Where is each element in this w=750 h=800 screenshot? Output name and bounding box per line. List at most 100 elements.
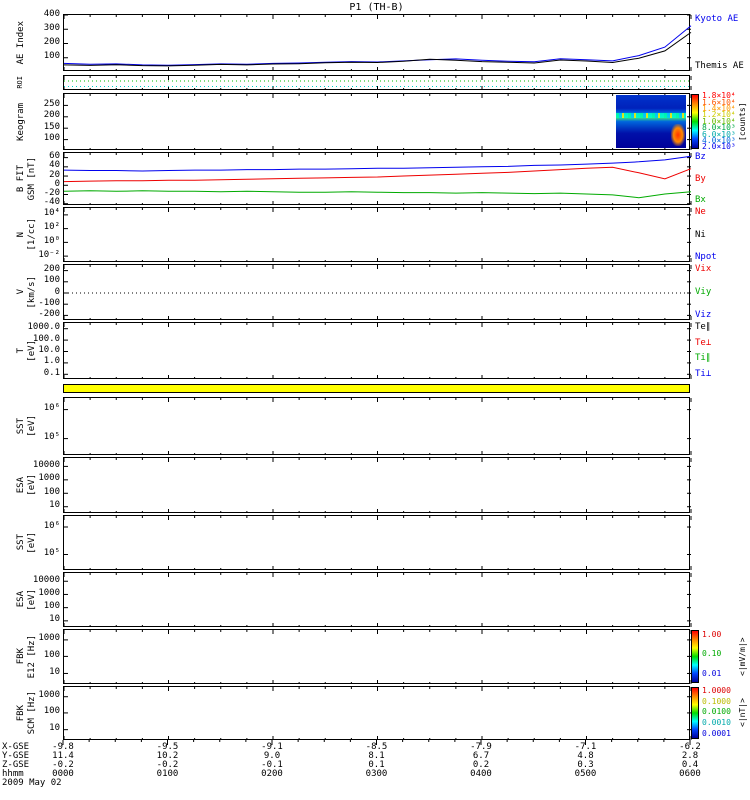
panel-row-bfit: 60 40 20 0 -20 -40 B FIT GSM [nT] Bz By Bx: [0, 151, 750, 208]
axis-title-line: AE Index: [16, 20, 26, 65]
axis-title-esa_ion: ESA [eV]: [16, 457, 37, 513]
plot-canvas-density: [63, 208, 692, 262]
panel-row-fbk_scm: 1000 100 10 FBK SCM [Hz] 1.0000 0.1000 0.0100 0.…: [0, 686, 750, 740]
axis-value: -0.2: [156, 760, 179, 770]
axis-title-keogram: Keogram: [16, 93, 26, 150]
panel-row-ae: 400 300 200 100 AE Index Kyoto AE Themis AE: [0, 9, 750, 71]
axis-value: 11.4: [52, 751, 74, 761]
axis-value: -7.9: [470, 742, 492, 752]
panel-row-fbk_e: 1000 100 10 FBK E12 [Hz] 1.00 0.10 0.01 <|mV/m|>: [0, 629, 750, 684]
axis-title-line: [eV]: [27, 339, 37, 362]
y-tick-label: 250: [43, 98, 60, 109]
panel-row-keogram: 250 200 150 100 Keogram 1.8×10⁴ 1.6×10⁴ 1.4×10⁴…: [0, 91, 750, 152]
legend-label-Ni: Ni: [695, 229, 706, 240]
panel-row-velocity: 200 100 0 -100 -200 V [km/s] Vix Viy Viz: [0, 264, 750, 320]
axis-title-line: N: [16, 231, 26, 238]
plot-area-roi: [63, 75, 692, 90]
colorbar-tick-label: 1.00: [702, 630, 722, 639]
y-tick-label: 100: [43, 601, 60, 612]
colorbar-unit-label: [counts]: [738, 102, 747, 141]
axis-title-esa_elec: ESA [eV]: [16, 572, 37, 627]
colorbar-tick-label: 0.01: [702, 668, 722, 678]
axis-title-line: [1/cc]: [27, 218, 37, 251]
colorbar-unit-label: <|mV/m|>: [738, 637, 747, 676]
y-tick-label: 100.0: [32, 333, 60, 344]
y-tick-label: 100: [43, 275, 60, 286]
colorbar-tick-label: 1.6×10⁴: [702, 97, 736, 107]
axis-title-line: V: [16, 289, 26, 295]
colorbar-fbk_e: [691, 630, 699, 683]
plot-canvas-bfit: [63, 153, 692, 205]
plot-area-fbk_scm: [63, 686, 692, 740]
legend-label-Te⊥: Te⊥: [695, 337, 712, 348]
plot-canvas-keogram: [63, 94, 692, 150]
colorbar-keogram: [691, 94, 699, 149]
panel-row-sst_elec: 10⁶ 10⁵ SST [eV]: [0, 515, 750, 570]
axis-title-line: [km/s]: [27, 275, 37, 309]
axis-title-line: ESA: [16, 476, 26, 494]
legend-label-Bx: Bx: [695, 195, 706, 205]
plot-canvas-ae: [63, 14, 692, 71]
axis-row-label-X-GSE: X-GSE: [2, 742, 30, 752]
y-tick-label: 1000: [38, 690, 60, 701]
panel-row-flags: [0, 384, 750, 393]
colorbar-unit-label: <|nT|>: [738, 698, 747, 728]
axis-value: 0.2: [472, 760, 490, 770]
axis-title-line: ESA: [16, 591, 26, 608]
y-tick-label: -20: [43, 187, 60, 198]
axis-value: 4.8: [577, 751, 594, 761]
y-tick-label: 1000.0: [27, 322, 60, 333]
axis-value: 0.1: [368, 760, 385, 770]
axis-value: 0.4: [681, 760, 699, 770]
colorbar-tick-label: 2.0×10³: [702, 142, 736, 152]
axis-value: -8.5: [365, 742, 388, 752]
legend-label-Bz: Bz: [695, 152, 706, 162]
axis-title-line: FBK: [16, 648, 26, 665]
y-tick-label: -40: [43, 197, 60, 208]
legend-label-By: By: [695, 173, 706, 184]
axis-title-line: SST: [16, 534, 26, 551]
y-tick-label: 10⁻²: [38, 249, 60, 260]
colorbar-tick-label: 0.0100: [702, 707, 731, 717]
axis-value: 0.3: [577, 760, 594, 770]
axis-value: 0100: [156, 769, 179, 779]
keogram-image: [616, 95, 686, 148]
y-tick-label: 100: [43, 51, 60, 62]
plot-canvas-temperature: [63, 323, 692, 379]
y-tick-label: 60: [49, 151, 60, 162]
axis-value: 0400: [470, 769, 492, 779]
y-tick-label: 10: [49, 500, 60, 511]
y-tick-label: 20: [49, 169, 60, 180]
plot-area-esa_elec: [63, 572, 692, 627]
plot-area-velocity: [63, 264, 692, 320]
legend-label-Npot: Npot: [695, 252, 717, 262]
y-tick-label: 0: [54, 286, 60, 297]
axis-value: -6.2: [679, 742, 701, 752]
legend-label-Ti∥: Ti∥: [695, 353, 711, 364]
legend-label-Themis AE: Themis AE: [695, 61, 744, 71]
axis-title-ae: AE Index: [16, 14, 26, 71]
y-tick-label: 200: [43, 37, 60, 47]
y-tick-label: 10⁴: [43, 208, 60, 219]
axis-title-temperature: T [eV]: [16, 322, 37, 379]
colorbar-tick-label: 6.0×10³: [702, 129, 736, 139]
axis-value: 8.1: [368, 751, 385, 761]
y-tick-label: 150: [43, 121, 60, 132]
series-line-Bz: [63, 155, 692, 172]
axis-value: -9.8: [52, 742, 74, 752]
y-tick-label: 10⁵: [43, 432, 60, 443]
panel-row-density: 10⁴ 10² 10⁰ 10⁻² N [1/cc] Ne Ni Npot: [0, 207, 750, 262]
plot-area-density: [63, 207, 692, 262]
legend-label-Kyoto AE: Kyoto AE: [695, 14, 739, 24]
colorbar-tick-label: 0.0001: [702, 729, 731, 739]
axis-title-sst_elec: SST [eV]: [16, 515, 37, 570]
y-tick-label: 10: [49, 723, 60, 734]
plot-canvas-sst_elec: [63, 516, 692, 570]
panel-row-esa_elec: 10000 1000 100 10 ESA [eV]: [0, 572, 750, 627]
plot-area-fbk_e: [63, 629, 692, 684]
y-tick-label: 1000: [38, 473, 60, 484]
y-tick-label: 10⁶: [43, 520, 60, 531]
y-tick-label: 10000: [32, 459, 60, 470]
axis-value: -9.1: [261, 742, 283, 752]
